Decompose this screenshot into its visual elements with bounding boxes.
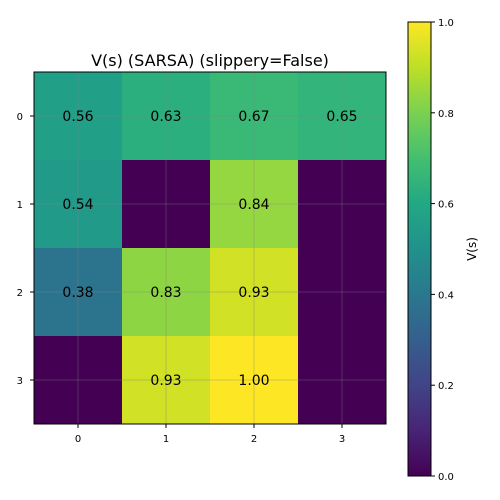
heatmap-cell-r0-c3	[298, 72, 386, 160]
colorbar-tick-label-5: 1.0	[438, 18, 454, 29]
heatmap-cell-r0-c2	[210, 72, 298, 160]
heatmap-cell-r2-c2	[210, 248, 298, 336]
y-tick-label-0: 0	[17, 112, 23, 123]
heatmap-cell-r3-c3	[298, 336, 386, 424]
x-tick-label-0: 0	[75, 434, 81, 445]
heatmap-cell-r1-c3	[298, 160, 386, 248]
heatmap-cell-r0-c1	[122, 72, 210, 160]
colorbar-gradient	[407, 21, 432, 477]
x-tick-label-3: 3	[339, 434, 345, 445]
y-tick-label-1: 1	[17, 200, 23, 211]
heatmap-cells	[34, 72, 386, 424]
cell-label-r2-c2: 0.93	[238, 285, 269, 301]
heatmap-cell-r0-c0	[34, 72, 122, 160]
cell-label-r3-c1: 0.93	[150, 373, 181, 389]
heatmap-cell-r1-c2	[210, 160, 298, 248]
cell-label-r2-c1: 0.83	[150, 285, 181, 301]
colorbar-tick-label-3: 0.6	[438, 200, 454, 211]
grid-lines	[34, 72, 386, 424]
cell-label-r1-c2: 0.84	[238, 197, 269, 213]
heatmap-cell-r1-c1	[122, 160, 210, 248]
colorbar-label: V(s)	[465, 237, 479, 261]
cell-label-r0-c2: 0.67	[238, 109, 269, 125]
y-tick-label-2: 2	[17, 288, 23, 299]
heatmap-cell-r1-c0	[34, 160, 122, 248]
cell-label-r1-c0: 0.54	[62, 197, 93, 213]
cell-label-r3-c2: 1.00	[238, 373, 269, 389]
heatmap-cell-r2-c1	[122, 248, 210, 336]
colorbar-tick-label-0: 0.0	[438, 472, 454, 483]
axes: 0 1 2 3 0 1 2 3	[17, 71, 387, 445]
x-tick-label-2: 2	[251, 434, 257, 445]
heatmap-cell-r3-c1	[122, 336, 210, 424]
colorbar-ticks: 0.0 0.2 0.4 0.6 0.8 1.0	[431, 18, 454, 483]
cell-labels: 0.56 0.63 0.67 0.65 0.54 0.84 0.38 0.83 0.93 0.93…	[62, 109, 357, 389]
cell-label-r2-c0: 0.38	[62, 285, 93, 301]
cell-label-r0-c0: 0.56	[62, 109, 93, 125]
heatmap-cell-r3-c2	[210, 336, 298, 424]
heatmap-cell-r2-c0	[34, 248, 122, 336]
colorbar-tick-label-1: 0.2	[438, 381, 454, 392]
colorbar-tick-label-2: 0.4	[438, 290, 454, 301]
cell-label-r0-c3: 0.65	[326, 109, 357, 125]
heatmap-cell-r2-c3	[298, 248, 386, 336]
colorbar: 0.0 0.2 0.4 0.6 0.8 1.0 V(s)	[407, 18, 479, 483]
plot-frame	[33, 71, 387, 425]
cell-label-r0-c1: 0.63	[150, 109, 181, 125]
heatmap-cell-r3-c0	[34, 336, 122, 424]
x-tick-label-1: 1	[163, 434, 169, 445]
colorbar-tick-label-4: 0.8	[438, 109, 454, 120]
chart-title: V(s) (SARSA) (slippery=False)	[91, 51, 329, 70]
y-tick-label-3: 3	[17, 376, 23, 387]
